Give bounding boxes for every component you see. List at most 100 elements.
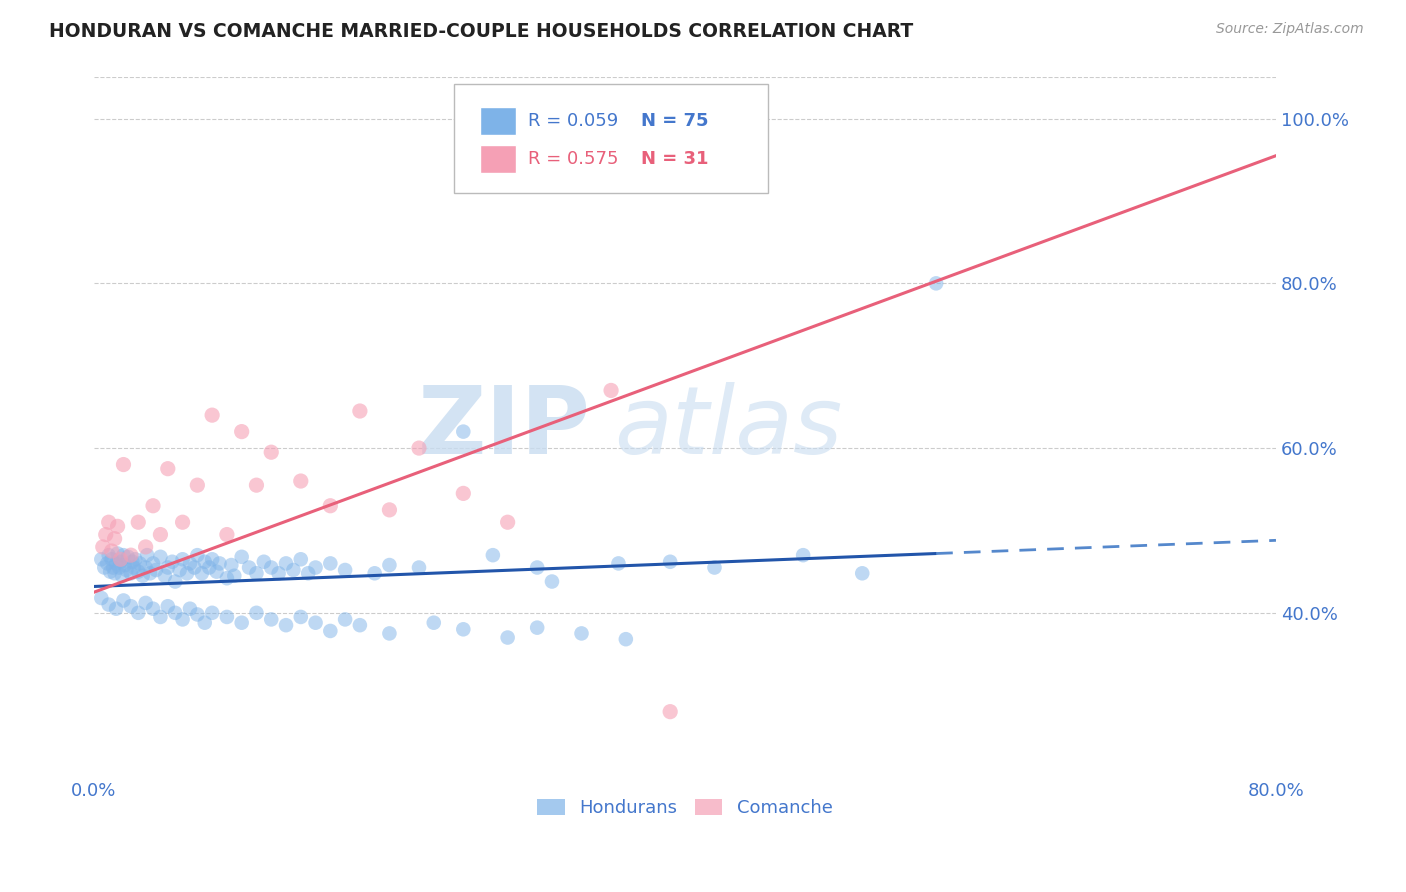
- Text: ZIP: ZIP: [418, 382, 591, 474]
- Point: [319, 499, 342, 513]
- Point: [153, 568, 176, 582]
- Point: [128, 557, 150, 571]
- Point: [117, 549, 139, 564]
- Point: [423, 615, 446, 630]
- Legend: Hondurans, Comanche: Hondurans, Comanche: [530, 792, 839, 824]
- Point: [94, 527, 117, 541]
- Point: [105, 601, 128, 615]
- Point: [333, 612, 356, 626]
- Point: [215, 610, 238, 624]
- Point: [408, 441, 430, 455]
- Point: [142, 499, 165, 513]
- Point: [142, 601, 165, 615]
- Point: [378, 503, 401, 517]
- Point: [260, 612, 283, 626]
- Point: [162, 555, 184, 569]
- Point: [135, 560, 157, 574]
- Point: [131, 568, 153, 582]
- Text: R = 0.575: R = 0.575: [527, 151, 619, 169]
- Point: [221, 558, 243, 572]
- Point: [201, 606, 224, 620]
- Point: [194, 615, 217, 630]
- Point: [496, 631, 519, 645]
- Point: [792, 548, 814, 562]
- Point: [408, 560, 430, 574]
- Point: [104, 566, 127, 581]
- Point: [100, 544, 122, 558]
- Point: [363, 566, 385, 581]
- Point: [105, 557, 128, 571]
- Point: [179, 601, 201, 615]
- Point: [149, 527, 172, 541]
- Point: [156, 599, 179, 614]
- Text: R = 0.059: R = 0.059: [527, 112, 619, 130]
- Point: [319, 557, 342, 571]
- Point: [139, 566, 162, 581]
- Point: [115, 563, 138, 577]
- Point: [172, 612, 194, 626]
- Point: [186, 478, 208, 492]
- Point: [110, 552, 132, 566]
- Point: [108, 560, 131, 574]
- Point: [183, 560, 205, 574]
- Point: [659, 555, 682, 569]
- Point: [101, 560, 124, 574]
- Point: [120, 599, 142, 614]
- Point: [349, 618, 371, 632]
- Point: [136, 548, 159, 562]
- Point: [172, 552, 194, 566]
- Point: [104, 532, 127, 546]
- Point: [205, 565, 228, 579]
- Point: [541, 574, 564, 589]
- Point: [107, 519, 129, 533]
- Point: [260, 445, 283, 459]
- Point: [98, 565, 121, 579]
- Point: [97, 548, 120, 562]
- Text: Source: ZipAtlas.com: Source: ZipAtlas.com: [1216, 22, 1364, 37]
- Point: [135, 540, 157, 554]
- Point: [124, 552, 146, 566]
- Point: [349, 404, 371, 418]
- Point: [127, 515, 149, 529]
- Point: [97, 598, 120, 612]
- Point: [96, 557, 118, 571]
- Point: [112, 548, 135, 562]
- Point: [614, 632, 637, 647]
- Point: [191, 566, 214, 581]
- Point: [110, 555, 132, 569]
- Point: [127, 565, 149, 579]
- Point: [156, 461, 179, 475]
- Point: [127, 606, 149, 620]
- Point: [107, 547, 129, 561]
- Point: [198, 560, 221, 574]
- Point: [186, 607, 208, 622]
- Point: [179, 557, 201, 571]
- Point: [231, 549, 253, 564]
- Point: [304, 615, 326, 630]
- Point: [165, 574, 187, 589]
- Point: [238, 560, 260, 574]
- Point: [571, 626, 593, 640]
- Point: [274, 618, 297, 632]
- Point: [93, 560, 115, 574]
- Point: [91, 540, 114, 554]
- Point: [482, 548, 505, 562]
- FancyBboxPatch shape: [454, 85, 768, 193]
- Point: [607, 557, 630, 571]
- Point: [253, 555, 276, 569]
- Point: [201, 408, 224, 422]
- Point: [169, 563, 191, 577]
- Point: [378, 558, 401, 572]
- Point: [112, 458, 135, 472]
- Text: atlas: atlas: [614, 382, 842, 473]
- Point: [90, 552, 112, 566]
- Point: [526, 560, 548, 574]
- Point: [145, 563, 167, 577]
- Point: [208, 557, 231, 571]
- Point: [283, 563, 305, 577]
- Point: [245, 566, 267, 581]
- Point: [453, 425, 475, 439]
- Point: [297, 566, 319, 581]
- Point: [215, 527, 238, 541]
- Point: [319, 624, 342, 638]
